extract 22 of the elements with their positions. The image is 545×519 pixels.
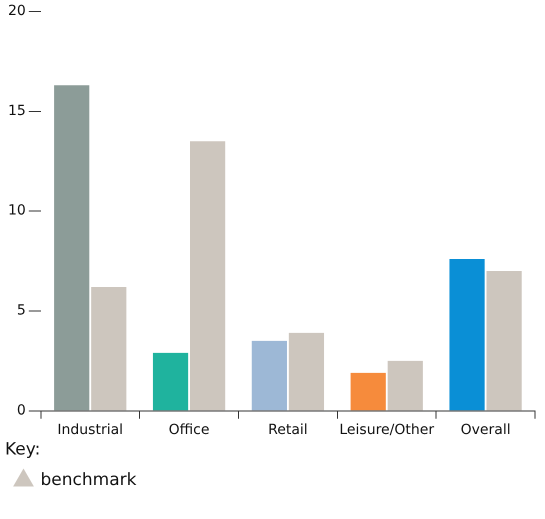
y-tick-label: 5 (16, 302, 26, 319)
bar (486, 271, 522, 410)
y-tick-label: 20 (8, 3, 26, 20)
y-tick-label: 15 (8, 102, 26, 119)
bar (152, 352, 188, 410)
bar (54, 85, 90, 410)
x-tick-label: Industrial (57, 422, 124, 438)
legend-label: benchmark (40, 470, 137, 490)
x-tick-label: Leisure/Other (339, 422, 434, 438)
bar (190, 141, 226, 410)
bar (388, 360, 423, 410)
x-tick-label: Retail (268, 422, 308, 438)
bar (350, 372, 386, 410)
x-tick-label: Overall (460, 422, 511, 438)
bar (252, 340, 287, 410)
y-tick-label: 0 (16, 402, 26, 418)
bar (288, 332, 324, 410)
bar (91, 286, 126, 410)
bar (449, 259, 485, 410)
legend-title: Key: (5, 440, 40, 460)
y-tick-label: 10 (8, 202, 26, 219)
x-tick-label: Office (168, 422, 210, 438)
